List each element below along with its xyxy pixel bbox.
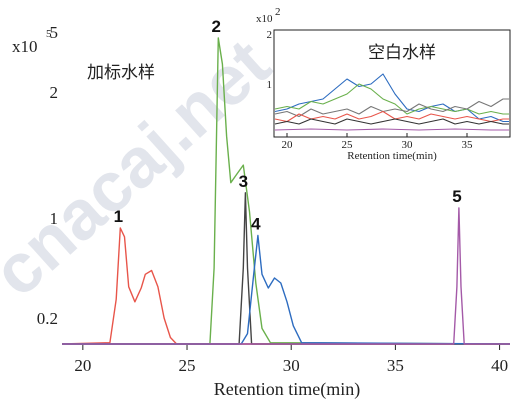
inset-x-tick-label: 20: [282, 139, 294, 151]
inset-series-line-5: [274, 118, 509, 125]
peak-label-1: 1: [114, 207, 123, 226]
main-series-line-4: [62, 234, 511, 345]
main-chart-title: 加标水样: [87, 63, 155, 83]
inset-x-tick-label: 35: [462, 139, 474, 151]
main-series-group: [61, 37, 511, 345]
inset-series-line-1: [274, 73, 509, 123]
main-series-line-2: [62, 37, 511, 345]
main-series-line-1: [61, 227, 510, 345]
main-y-tick-label: 1: [50, 209, 59, 228]
peak-label-4: 4: [251, 215, 261, 234]
main-x-tick-label: 40: [491, 356, 508, 375]
main-y-tick-label: 0.2: [37, 309, 58, 328]
peak-label-2: 2: [212, 17, 221, 36]
peak-label-5: 5: [452, 187, 461, 206]
inset-x-axis-title: Retention time(min): [347, 150, 437, 162]
inset-y-multiplier: x10: [256, 13, 273, 25]
inset-x-tick-label: 25: [342, 139, 354, 151]
inset-x-tick-label: 30: [402, 139, 414, 151]
main-y-tick-label: 2: [50, 83, 59, 102]
main-y-ticks: 0.2 1 2 5: [37, 23, 58, 328]
main-series-line-5: [62, 207, 510, 345]
inset-y-multiplier-exp: 2: [275, 6, 281, 18]
main-x-tick-label: 20: [74, 356, 91, 375]
inset-series-group: [274, 73, 509, 131]
inset-y-ticks: 12: [267, 29, 273, 91]
main-y-tick-label: 5: [50, 23, 59, 42]
inset-chart: 20 25 30 35 12 x10 2 空白水样 Retention time(mi…: [256, 6, 511, 162]
inset-x-ticks: 20 25 30 35: [282, 133, 474, 151]
inset-series-line-2: [274, 83, 509, 115]
main-x-tick-label: 30: [283, 356, 300, 375]
inset-chart-title: 空白水样: [368, 43, 436, 63]
inset-series-line-6: [274, 128, 509, 131]
main-y-multiplier-exp: 5: [46, 28, 52, 40]
main-x-tick-label: 25: [179, 356, 196, 375]
main-y-multiplier: x10: [12, 37, 38, 56]
main-x-tick-label: 35: [387, 356, 404, 375]
main-x-axis-title: Retention time(min): [214, 379, 360, 399]
inset-y-tick-label: 1: [267, 79, 273, 91]
peak-label-3: 3: [239, 172, 248, 191]
main-x-ticks: 20 25 30 35 40: [74, 344, 508, 375]
inset-y-tick-label: 2: [267, 29, 273, 41]
inset-series-line-3: [274, 98, 509, 118]
